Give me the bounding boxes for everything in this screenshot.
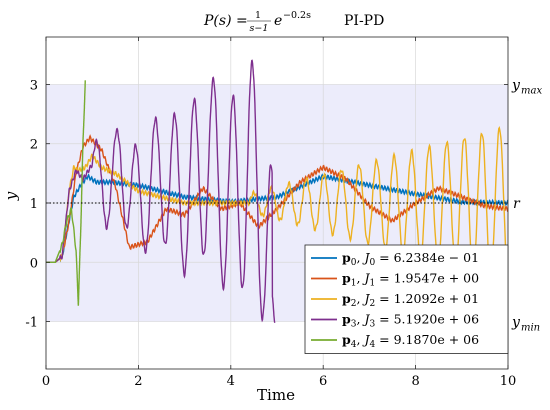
legend: p0, J0 = 6.2384e − 01 p1, J1 = 1.9547e + … — [304, 244, 509, 354]
title-plant: P(s) = — [203, 13, 248, 29]
reference-label: r — [513, 196, 521, 212]
series-lines — [46, 59, 508, 323]
y-tick-label: 2 — [30, 138, 38, 153]
legend-label: p3, J3 = 5.1920e + 06 — [342, 312, 479, 330]
legend-entry-p0: p0, J0 = 6.2384e − 01 — [311, 250, 479, 268]
y-min-label: y min — [511, 315, 540, 334]
legend-entry-p1: p1, J1 = 1.9547e + 00 — [311, 271, 479, 289]
series-line-p2 — [46, 125, 508, 280]
chart-title: P(s) = 1 s−1 e −0.2s PI-PD — [203, 10, 384, 34]
legend-entry-p4: p4, J4 = 9.1870e + 06 — [311, 332, 479, 350]
title-exponent: −0.2s — [283, 10, 311, 21]
y-tick-label: 1 — [30, 197, 38, 212]
y-max-text: y — [511, 77, 521, 93]
x-axis-label: Time — [257, 386, 295, 404]
x-tick-label: 2 — [134, 374, 142, 389]
x-tick-label: 0 — [42, 374, 50, 389]
y-tick-label: 3 — [30, 78, 38, 93]
legend-entry-p3: p3, J3 = 5.1920e + 06 — [311, 312, 479, 330]
y-tick-label: 0 — [30, 256, 38, 271]
y-tick-label: -1 — [25, 316, 38, 331]
series-line-p3 — [46, 59, 276, 323]
y-max-label: y max — [511, 77, 542, 96]
legend-label: p1, J1 = 1.9547e + 00 — [342, 271, 479, 289]
x-tick-label: 4 — [227, 374, 235, 389]
x-tick-label: 8 — [411, 374, 419, 389]
title-fraction-numerator: 1 — [255, 10, 261, 21]
x-tick-label: 10 — [500, 374, 517, 389]
legend-box — [304, 244, 509, 354]
series-line-p4 — [46, 80, 86, 306]
y-min-subscript: min — [521, 323, 540, 334]
y-axis-label: y — [2, 191, 20, 201]
title-fraction-denominator: s−1 — [250, 23, 269, 34]
legend-entry-p2: p2, J2 = 1.2092e + 01 — [311, 291, 479, 309]
tick-labels: 0 2 4 6 8 10 -1 0 1 2 3 — [25, 78, 516, 389]
title-controller: PI-PD — [344, 13, 384, 29]
series-line-p0 — [46, 173, 508, 263]
legend-label: p2, J2 = 1.2092e + 01 — [342, 291, 479, 309]
x-tick-label: 6 — [319, 374, 327, 389]
legend-label: p0, J0 = 6.2384e − 01 — [342, 250, 479, 268]
y-min-text: y — [511, 315, 521, 331]
legend-label: p4, J4 = 9.1870e + 06 — [342, 332, 479, 350]
title-exponential-e: e — [274, 13, 282, 29]
y-max-subscript: max — [521, 85, 542, 96]
